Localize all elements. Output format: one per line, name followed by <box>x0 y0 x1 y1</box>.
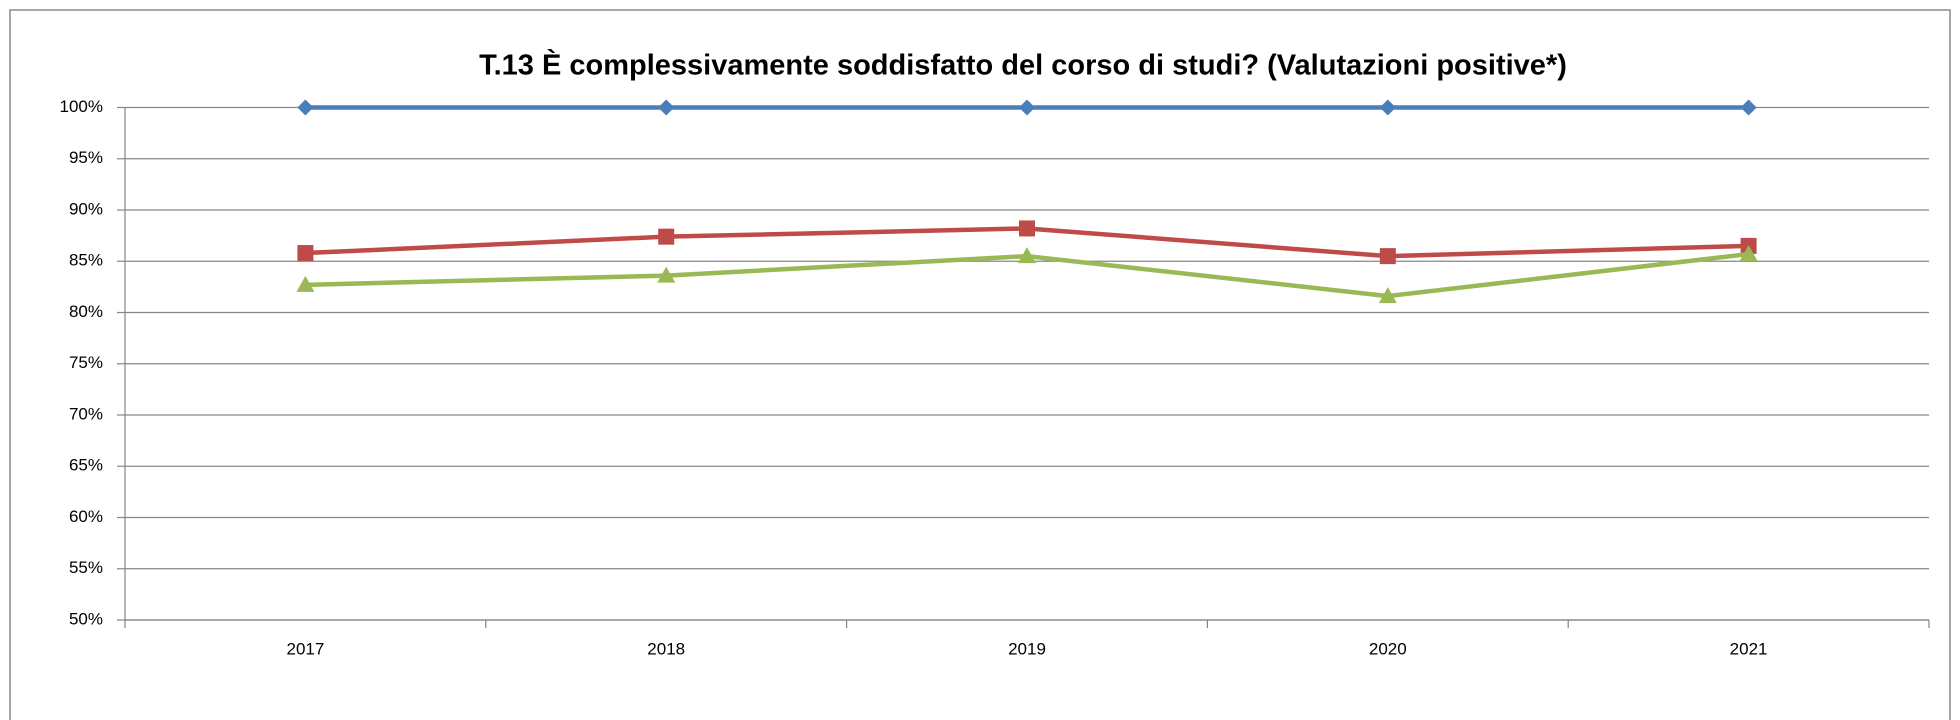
marker <box>658 99 675 116</box>
y-tick-label: 85% <box>69 251 103 270</box>
y-tick-label: 55% <box>69 558 103 577</box>
y-tick-label: 90% <box>69 199 103 218</box>
marker <box>297 99 314 116</box>
y-tick-label: 70% <box>69 404 103 423</box>
x-tick-label: 2020 <box>1369 639 1407 658</box>
marker <box>1379 248 1396 265</box>
marker <box>1019 99 1035 116</box>
marker <box>1379 99 1396 116</box>
y-tick-label: 60% <box>69 507 103 526</box>
marker <box>1378 287 1397 304</box>
x-tick-label: 2018 <box>647 639 685 658</box>
chart-title: T.13 È complessivamente soddisfatto del … <box>479 48 1567 82</box>
chart-border <box>9 9 1951 720</box>
marker <box>1740 99 1757 116</box>
x-tick-label: 2017 <box>286 639 324 658</box>
marker <box>1019 220 1035 237</box>
marker <box>297 245 314 262</box>
y-tick-label: 50% <box>69 609 103 628</box>
marker <box>1018 247 1036 264</box>
x-tick-label: 2019 <box>1008 639 1046 658</box>
marker <box>658 228 675 245</box>
y-tick-label: 75% <box>69 353 103 372</box>
marker <box>657 266 676 283</box>
y-tick-label: 100% <box>60 97 103 116</box>
marker <box>1739 245 1758 262</box>
y-tick-label: 65% <box>69 456 103 475</box>
y-tick-label: 95% <box>69 148 103 167</box>
marker <box>296 275 315 292</box>
x-tick-label: 2021 <box>1730 639 1768 658</box>
y-tick-label: 80% <box>69 302 103 321</box>
